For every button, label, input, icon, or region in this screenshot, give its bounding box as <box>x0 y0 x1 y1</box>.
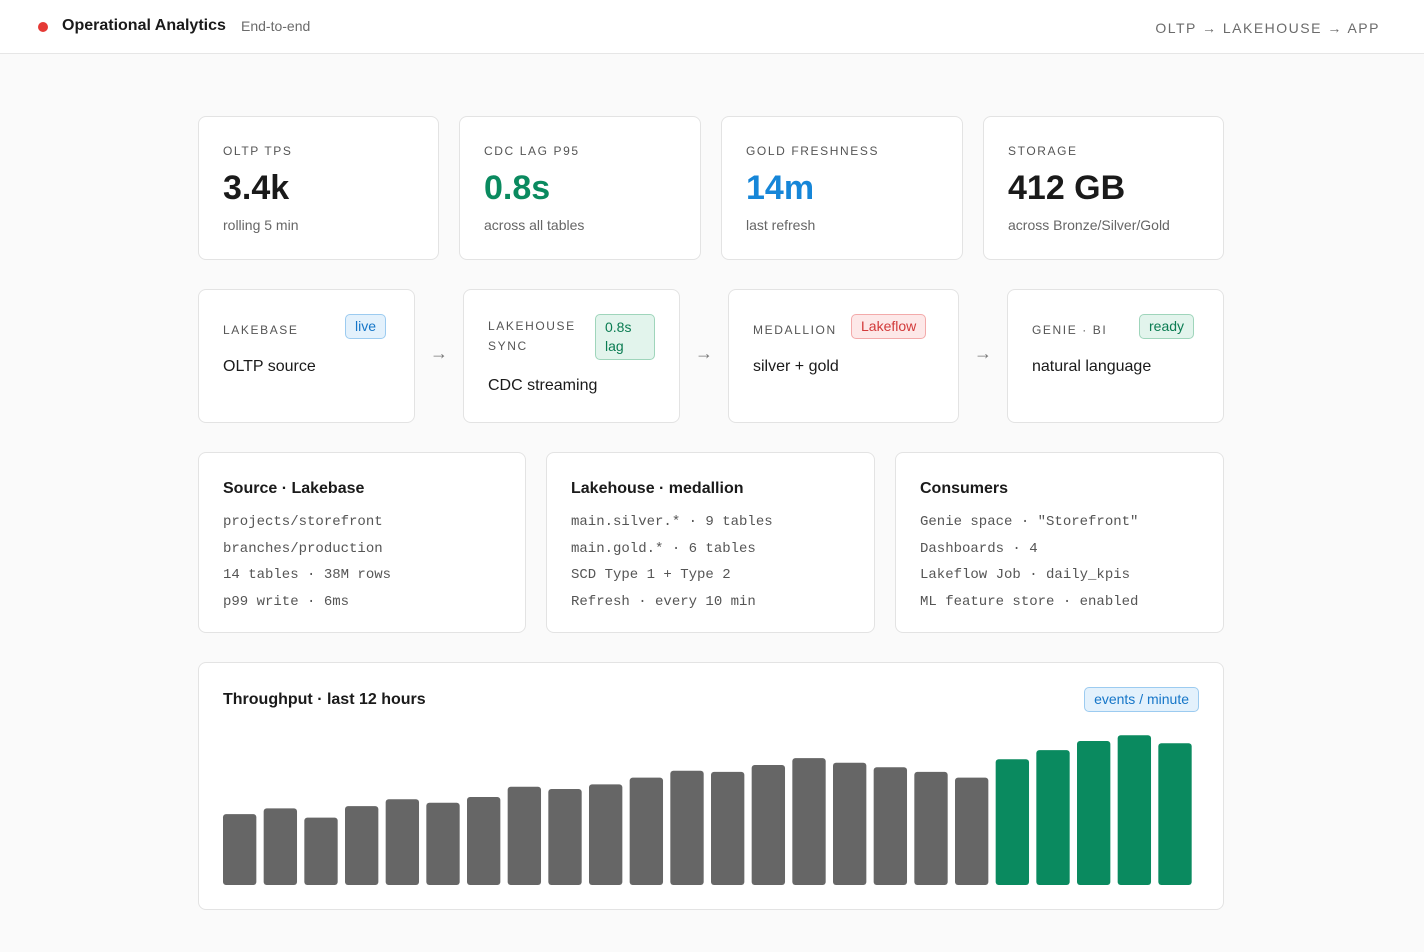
throughput-bar <box>833 762 867 885</box>
detail-title: Lakehouse · medallion <box>571 480 744 497</box>
kpi-card-oltp-tps: OLTP TPS 3.4k rolling 5 min <box>198 116 439 260</box>
kpi-label: CDC LAG P95 <box>484 144 580 158</box>
detail-title: Consumers <box>920 480 1009 497</box>
detail-line: main.silver.* · 9 tables <box>571 514 773 530</box>
pipeline-stage-genie-bi[interactable]: GENIE · BI ready natural language <box>1007 289 1224 423</box>
pipeline-stage-lakebase[interactable]: LAKEBASE live OLTP source <box>198 289 415 423</box>
detail-line: Refresh · every 10 min <box>571 593 756 610</box>
throughput-bar <box>1117 735 1152 885</box>
throughput-bar <box>467 797 501 885</box>
status-badge: 0.8s lag <box>595 314 655 360</box>
stage-label-line: LAKEHOUSE <box>488 319 576 333</box>
detail-line: Genie space · "Storefront" <box>920 514 1139 530</box>
kpi-sub: rolling 5 min <box>223 217 299 233</box>
kpi-value: 3.4k <box>223 169 290 207</box>
throughput-bar <box>589 784 623 885</box>
arrow-right-icon: → <box>974 343 992 363</box>
kpi-sub: across all tables <box>484 217 585 233</box>
detail-card-source: Source · Lakebase projects/storefront br… <box>198 452 526 633</box>
detail-line: SCD Type 1 + Type 2 <box>571 567 731 583</box>
stage-label: GENIE · BI <box>1032 323 1108 337</box>
status-dot-icon <box>38 22 48 32</box>
kpi-sub: last refresh <box>746 217 816 233</box>
unit-badge: events / minute <box>1084 687 1199 712</box>
kpi-value: 0.8s <box>484 169 551 207</box>
app-title: Operational Analytics <box>62 17 226 34</box>
throughput-bar <box>670 770 704 885</box>
kpi-value: 14m <box>746 169 815 207</box>
throughput-bar <box>792 758 826 885</box>
throughput-bar <box>385 799 420 885</box>
flow-label: OLTP → LAKEHOUSE → APP <box>1155 20 1380 36</box>
detail-list: Genie space · "Storefront" Dashboards · … <box>920 509 1138 615</box>
stage-label: LAKEBASE <box>223 323 299 337</box>
kpi-label: STORAGE <box>1008 144 1078 158</box>
throughput-bar <box>548 789 582 885</box>
detail-card-consumers: Consumers Genie space · "Storefront" Das… <box>895 452 1224 633</box>
status-badge: live <box>345 314 387 339</box>
throughput-bar <box>711 771 745 885</box>
pipeline-stage-lakehouse-sync[interactable]: LAKEHOUSE SYNC 0.8s lag CDC streaming <box>463 289 680 423</box>
detail-line: 14 tables · 38M rows <box>223 567 392 583</box>
detail-title: Source · Lakebase <box>223 480 365 497</box>
throughput-bar <box>263 808 298 885</box>
top-bar: Operational Analytics End-to-end OLTP → … <box>0 0 1424 54</box>
detail-line: Dashboards · 4 <box>920 540 1038 557</box>
stage-label-line: SYNC <box>488 339 528 353</box>
stage-description: OLTP source <box>223 358 316 375</box>
throughput-bar <box>345 806 379 885</box>
throughput-bar <box>914 771 948 885</box>
status-badge: ready <box>1139 314 1195 339</box>
throughput-bar <box>1158 743 1192 885</box>
stage-label: LAKEHOUSE SYNC <box>488 316 576 356</box>
app-subtitle: End-to-end <box>241 18 311 34</box>
kpi-sub: across Bronze/Silver/Gold <box>1008 217 1170 233</box>
detail-line: branches/production <box>223 540 383 557</box>
throughput-bar <box>995 759 1030 885</box>
stage-label: MEDALLION <box>753 323 837 337</box>
kpi-card-storage: STORAGE 412 GB across Bronze/Silver/Gold <box>983 116 1224 260</box>
kpi-card-gold-freshness: GOLD FRESHNESS 14m last refresh <box>721 116 963 260</box>
throughput-bar <box>873 767 908 885</box>
stage-description: natural language <box>1032 358 1152 375</box>
throughput-bar <box>1036 750 1070 885</box>
throughput-bar <box>223 814 257 885</box>
detail-line: main.gold.* · 6 tables <box>571 540 756 557</box>
stage-description: CDC streaming <box>488 377 598 394</box>
kpi-label: GOLD FRESHNESS <box>746 144 880 158</box>
badge-line: 0.8s <box>605 319 632 335</box>
kpi-card-cdc-lag: CDC LAG P95 0.8s across all tables <box>459 116 701 260</box>
detail-line: ML feature store · enabled <box>920 593 1139 610</box>
throughput-bar-chart <box>223 735 1192 885</box>
throughput-bar <box>955 777 989 885</box>
throughput-bar <box>1077 741 1111 885</box>
pipeline-stage-medallion[interactable]: MEDALLION Lakeflow silver + gold <box>728 289 959 423</box>
throughput-bar <box>426 802 460 885</box>
throughput-bar <box>507 786 542 885</box>
chart-title: Throughput · last 12 hours <box>223 691 426 708</box>
status-badge: Lakeflow <box>851 314 927 339</box>
detail-line: projects/storefront <box>223 514 383 530</box>
throughput-bar <box>629 777 664 885</box>
detail-list: main.silver.* · 9 tables main.gold.* · 6… <box>571 509 773 615</box>
detail-line: p99 write · 6ms <box>223 593 350 610</box>
detail-line: Lakeflow Job · daily_kpis <box>920 567 1131 583</box>
kpi-label: OLTP TPS <box>223 144 293 158</box>
badge-line: lag <box>605 338 624 354</box>
kpi-value: 412 GB <box>1008 169 1126 207</box>
arrow-right-icon: → <box>695 343 713 363</box>
stage-description: silver + gold <box>753 358 839 375</box>
arrow-right-icon: → <box>430 343 448 363</box>
throughput-bar <box>751 765 786 885</box>
detail-card-lakehouse: Lakehouse · medallion main.silver.* · 9 … <box>546 452 875 633</box>
detail-list: projects/storefront branches/production … <box>223 509 391 615</box>
throughput-bar <box>304 817 338 885</box>
throughput-chart-card: Throughput · last 12 hours events / minu… <box>198 662 1224 910</box>
